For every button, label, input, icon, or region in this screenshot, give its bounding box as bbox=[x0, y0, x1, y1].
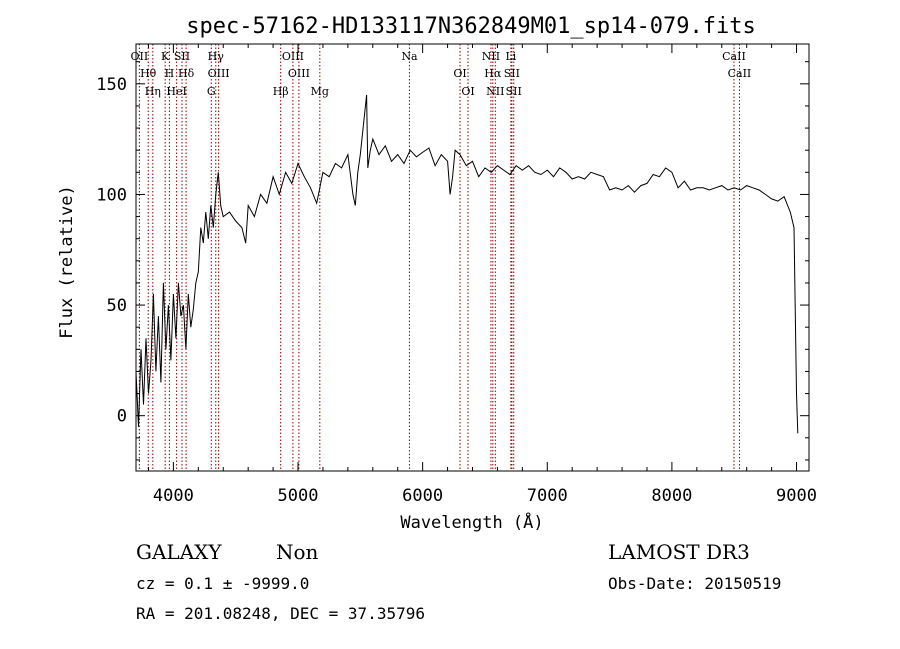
line-label-12: OIII bbox=[282, 50, 304, 63]
y-tick-label: 150 bbox=[96, 75, 127, 95]
line-label-8: G bbox=[207, 85, 216, 98]
line-label-7: Hδ bbox=[178, 67, 195, 80]
line-label-13: OIII bbox=[288, 67, 310, 80]
coordinates-readout: RA = 201.08248, DEC = 37.35796 bbox=[136, 604, 425, 623]
object-subclass: Non bbox=[276, 540, 319, 564]
line-label-15: Na bbox=[401, 50, 418, 63]
spectral-line-markers bbox=[138, 44, 740, 471]
line-label-11: Hβ bbox=[273, 85, 289, 98]
line-label-1: Hθ bbox=[140, 67, 157, 80]
line-label-17: OI bbox=[461, 85, 474, 98]
line-label-3: K bbox=[161, 50, 170, 63]
x-tick-label: 4000 bbox=[153, 486, 194, 506]
y-axis-label: Flux (relative) bbox=[57, 185, 77, 339]
plot-frame bbox=[135, 43, 810, 472]
spectrum-series-line bbox=[135, 94, 799, 434]
line-label-22: SII bbox=[504, 67, 520, 80]
x-tick-label: 9000 bbox=[776, 486, 817, 506]
line-label-18: NII bbox=[482, 50, 500, 63]
x-tick-label: 8000 bbox=[651, 486, 692, 506]
observation-date: Obs-Date: 20150519 bbox=[608, 574, 781, 593]
line-label-6: SII bbox=[174, 50, 190, 63]
line-label-21: Li bbox=[505, 50, 516, 63]
x-axis-label: Wavelength (Å) bbox=[400, 511, 543, 533]
line-label-0: OII bbox=[131, 50, 149, 63]
line-label-16: OI bbox=[453, 67, 466, 80]
line-label-9: Hγ bbox=[208, 50, 225, 63]
line-label-19: Hα bbox=[484, 67, 502, 80]
y-tick-label: 50 bbox=[107, 296, 127, 316]
x-axis-ticks: 4000 5000 6000 7000 8000 9000 bbox=[147, 44, 817, 506]
spectral-line-labels: OIIHθHηKHHeISIIHδGHγOIIIHβOIIIOIIIMgNaOI… bbox=[131, 50, 752, 98]
chart-title: spec-57162-HD133117N362849M01_sp14-079.f… bbox=[186, 14, 756, 39]
survey-name: LAMOST DR3 bbox=[608, 540, 750, 564]
line-label-24: CaII bbox=[722, 50, 746, 63]
x-tick-label: 5000 bbox=[278, 486, 319, 506]
redshift-readout: cz = 0.1 ± -9999.0 bbox=[136, 574, 309, 593]
line-label-2: Hη bbox=[145, 85, 161, 98]
y-tick-label: 100 bbox=[96, 185, 127, 205]
line-label-4: H bbox=[165, 67, 175, 80]
line-label-10: OIII bbox=[208, 67, 230, 80]
y-axis-ticks: 0 50 100 150 bbox=[96, 61, 809, 461]
x-tick-label: 7000 bbox=[527, 486, 568, 506]
line-label-14: Mg bbox=[311, 85, 329, 98]
y-tick-label: 0 bbox=[117, 407, 127, 427]
line-label-20: NII bbox=[486, 85, 504, 98]
object-class: GALAXY bbox=[136, 540, 222, 564]
x-tick-label: 6000 bbox=[402, 486, 443, 506]
line-label-5: HeI bbox=[166, 85, 186, 98]
line-label-25: CaII bbox=[728, 67, 752, 80]
line-label-23: SII bbox=[506, 85, 522, 98]
